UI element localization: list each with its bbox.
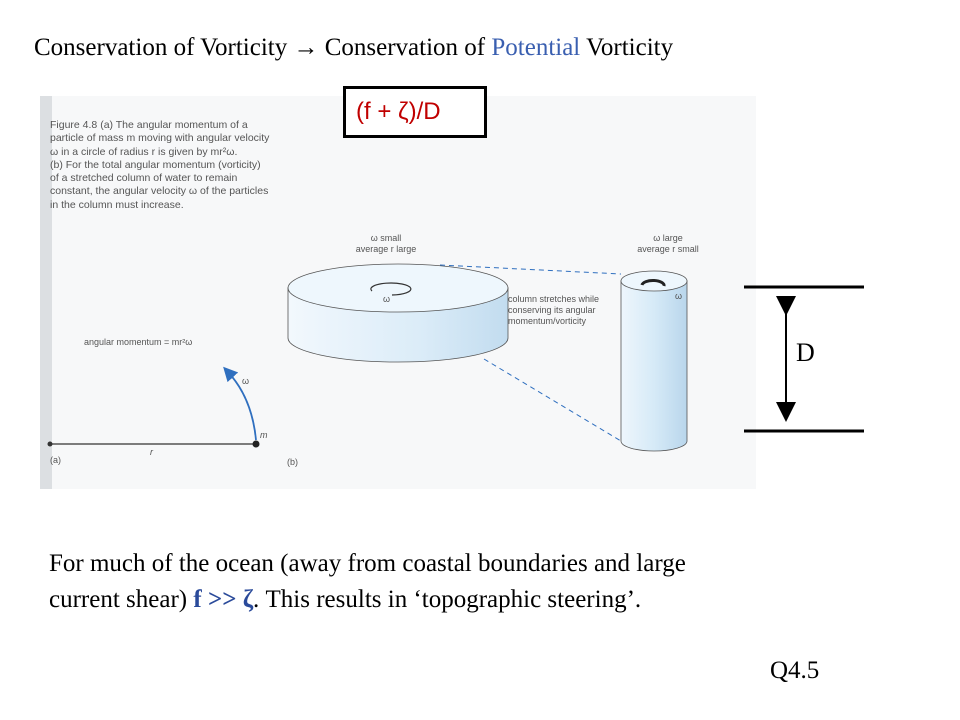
center-dot (47, 441, 53, 447)
caption-line: ω in a circle of radius r is given by mr… (50, 145, 238, 158)
panel-b-label: (b) (287, 457, 298, 467)
omega-arrow (223, 366, 257, 441)
f-much-greater-than-zeta: f >> ζ (193, 586, 254, 613)
stretch-label-line: conserving its angular (508, 305, 596, 315)
page-edge (40, 96, 52, 489)
column-label-line: ω large (653, 233, 683, 243)
caption-line: of a stretched column of water to remain (50, 172, 238, 185)
title-part3: Vorticity (580, 34, 674, 61)
column-label-line: average r small (637, 244, 699, 254)
caption-line: in the column must increase. (50, 198, 184, 211)
title-accent-word: Potential (491, 34, 581, 61)
arrow-icon: → (293, 34, 319, 61)
body-line-1: For much of the ocean (away from coastal… (49, 550, 686, 577)
radius-label: r (150, 447, 153, 457)
depth-indicator (744, 285, 864, 433)
column-label: ω large average r small (628, 233, 708, 255)
mass-label: m (260, 430, 268, 440)
title-part1: Conservation of Vorticity (34, 34, 294, 61)
angular-momentum-label: angular momentum = mr²ω (84, 337, 193, 347)
disk-omega-label: ω (383, 294, 391, 304)
arrow-omega-label: ω (242, 376, 250, 386)
caption-line: constant, the angular velocity ω of the … (50, 185, 269, 198)
disk-label-line: ω small (370, 233, 402, 243)
caption-line: Figure 4.8 (a) The angular momentum of a (50, 119, 248, 131)
disk-label-line: average r large (355, 244, 417, 254)
connector-top (439, 264, 622, 275)
panel-a-label: (a) (50, 455, 61, 465)
disk-label: ω small average r large (346, 233, 426, 255)
caption-line: (b) For the total angular momentum (vort… (50, 158, 261, 171)
body-text: For much of the ocean (away from coastal… (49, 546, 686, 618)
mass-dot (252, 440, 260, 448)
caption-line: particle of mass m moving with angular v… (50, 132, 270, 145)
tall-column (620, 270, 688, 452)
vorticity-figure (40, 96, 756, 489)
body-line-2: current shear) f >> ζ. This results in ‘… (49, 582, 686, 618)
body-line-2-start: current shear) (49, 586, 194, 613)
body-line-2-end: . This results in ‘topographic steering’… (253, 586, 642, 613)
stretch-label-line: momentum/vorticity (508, 316, 587, 326)
depth-label: D (796, 338, 815, 367)
column-omega-label: ω (675, 291, 683, 301)
stretch-label: column stretches while conserving its an… (508, 294, 599, 327)
figure-caption: Figure 4.8 (a) The angular momentum of a… (50, 119, 295, 212)
slide-title: Conservation of Vorticity → Conservation… (34, 34, 673, 62)
wide-disk (287, 263, 509, 363)
title-part2: Conservation of (318, 34, 492, 61)
potential-vorticity-formula: (f + ζ)/D (343, 86, 487, 138)
slide-reference: Q4.5 (770, 657, 820, 684)
stretch-label-line: column stretches while (508, 294, 600, 304)
